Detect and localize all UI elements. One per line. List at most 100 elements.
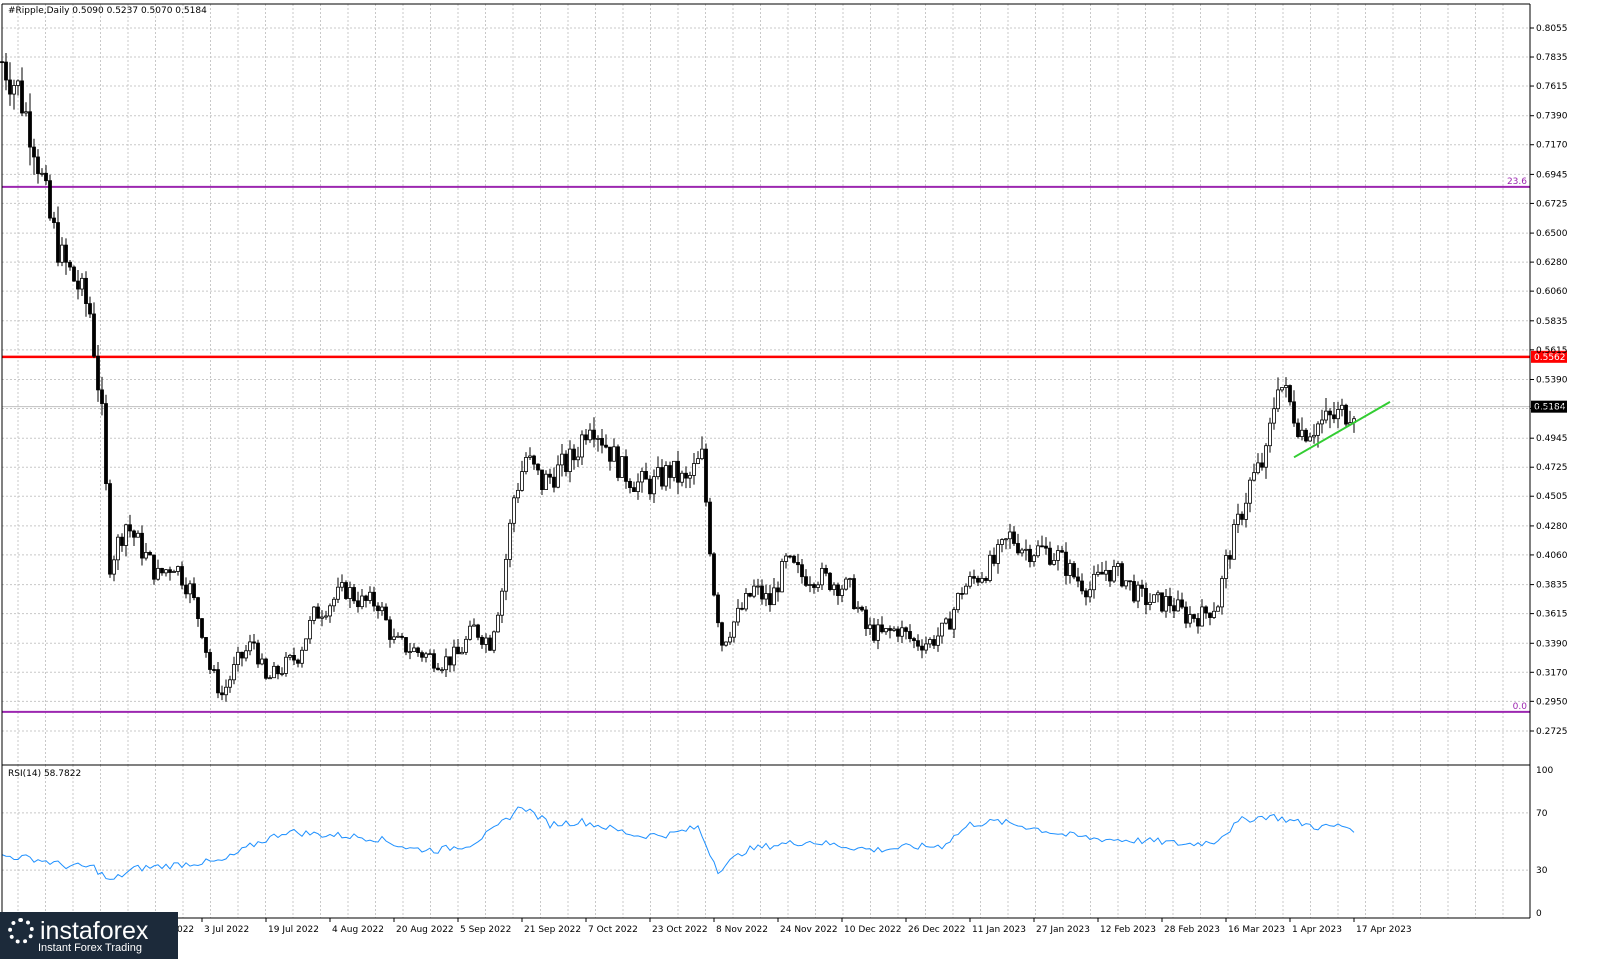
price-tick-label: 0.4060 [1536, 551, 1568, 561]
candle-body [1216, 606, 1220, 612]
candle-body [24, 111, 28, 114]
candle-body [912, 638, 916, 642]
price-tick-label: 0.7615 [1536, 82, 1568, 92]
candle-body [1012, 531, 1016, 544]
candle-body [632, 487, 636, 492]
candle-body [896, 628, 900, 637]
candle-body [304, 638, 308, 651]
candle-body [692, 463, 696, 476]
candle-body [108, 483, 112, 575]
candle-body [684, 472, 688, 479]
candle-body [988, 554, 992, 581]
candle-body [368, 591, 372, 601]
candle-body [1284, 385, 1288, 388]
candle-body [952, 609, 956, 630]
price-axis-labels: 0.8055 0.7835 0.7615 0.7390 0.7170 0.6945 0.67… [1530, 24, 1568, 737]
candle-body [668, 465, 672, 478]
candle-body [372, 591, 376, 607]
candle-body [264, 658, 268, 679]
price-tick-label: 0.5835 [1536, 317, 1568, 327]
candle-body [80, 277, 84, 290]
candle-body [596, 438, 600, 440]
candle-body [48, 180, 52, 219]
candle-body [476, 624, 480, 638]
candle-body [456, 646, 460, 655]
candle-body [508, 522, 512, 560]
time-tick-label: 20 Aug 2022 [396, 925, 454, 935]
candle-body [620, 456, 624, 478]
candle-body [132, 530, 136, 538]
candle-body [760, 585, 764, 600]
candle-body [424, 653, 428, 658]
candle-body [88, 303, 92, 315]
instaforex-logo: instaforex Instant Forex Trading [0, 912, 178, 959]
candle-body [1000, 539, 1004, 545]
candle-body [776, 587, 780, 593]
candle-body [172, 571, 176, 573]
candle-body [16, 80, 20, 86]
candle-body [1300, 429, 1304, 437]
candle-body [1004, 538, 1008, 541]
candle-body [1008, 531, 1012, 540]
candle-body [244, 650, 248, 659]
candle-body [216, 669, 220, 694]
candle-body [32, 146, 36, 158]
candle-body [1260, 462, 1264, 468]
level-tag [1531, 350, 1567, 363]
price-tick-label: 0.7170 [1536, 141, 1568, 151]
candle-body [568, 448, 572, 472]
candle-body [36, 156, 40, 174]
candle-body [880, 624, 884, 633]
candle-body [1120, 563, 1124, 587]
candle-body [1024, 548, 1028, 551]
candle-body [1148, 601, 1152, 605]
candle-body [1192, 614, 1196, 619]
candle-body [1272, 408, 1276, 424]
candle-body [860, 606, 864, 611]
candle-body [276, 665, 280, 675]
candle-body [296, 659, 300, 664]
candle-body [588, 429, 592, 441]
fib-label: 0.0 [1513, 702, 1528, 712]
candle-body [512, 497, 516, 524]
time-tick-label: 5 Sep 2022 [460, 925, 511, 935]
candle-body [984, 577, 988, 581]
candle-body [796, 561, 800, 566]
price-tick-label: 0.6500 [1536, 229, 1568, 239]
candle-body [416, 647, 420, 653]
candle-body [680, 472, 684, 483]
candle-body [60, 244, 64, 263]
price-tick-label: 0.6725 [1536, 199, 1568, 209]
time-tick-label: 23 Oct 2022 [652, 925, 708, 935]
candle-body [380, 606, 384, 612]
candle-body [1316, 423, 1320, 436]
candle-body [608, 446, 612, 462]
candle-body [748, 593, 752, 597]
support-trendline [1293, 401, 1391, 459]
candle-body [992, 554, 996, 564]
candle-body [1268, 422, 1272, 447]
candle-body [472, 624, 476, 627]
candle-body [616, 446, 620, 478]
candle-body [1328, 410, 1332, 416]
candle-body [1060, 550, 1064, 553]
candle-body [252, 641, 256, 644]
candle-body [948, 618, 952, 630]
candle-body [388, 619, 392, 640]
candle-body [336, 586, 340, 600]
candle-body [364, 595, 368, 601]
candle-body [116, 536, 120, 561]
candle-body [1312, 434, 1316, 438]
level-label: 0.5184 [1534, 403, 1566, 413]
candle-body [496, 614, 500, 633]
candle-body [824, 568, 828, 574]
candle-body [812, 584, 816, 588]
price-tick-label: 0.4725 [1536, 463, 1568, 473]
candle-body [1320, 419, 1324, 425]
candle-body [792, 555, 796, 563]
candle-body [940, 622, 944, 637]
candle-body [612, 446, 616, 462]
candle-body [340, 582, 344, 588]
candle-body [648, 478, 652, 495]
